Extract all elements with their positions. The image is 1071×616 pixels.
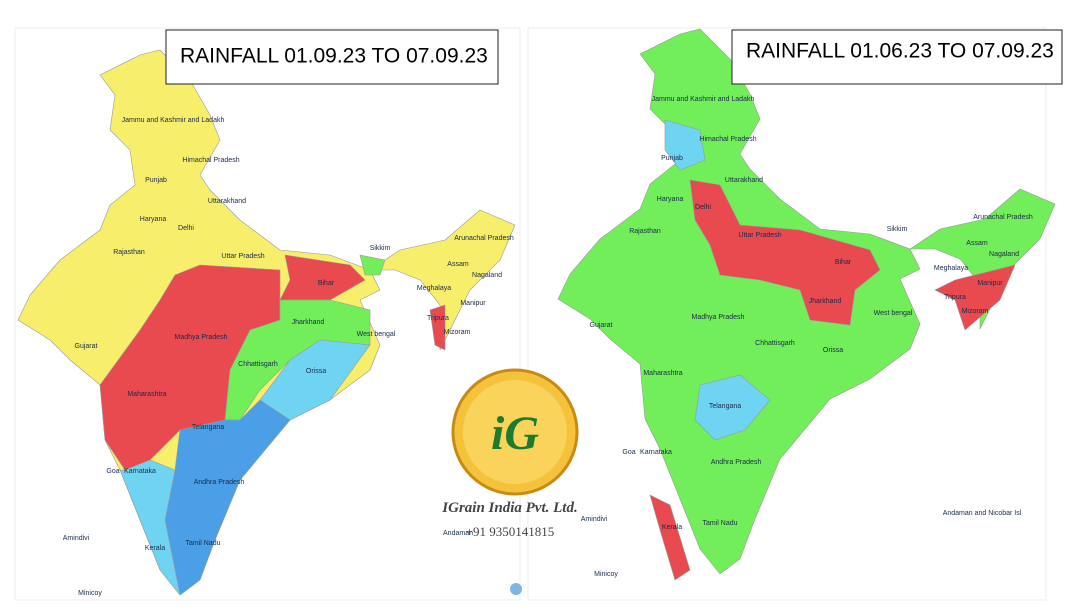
state-label: Uttar Pradesh — [221, 253, 264, 260]
state-label: Haryana — [657, 196, 684, 203]
state-label: Goa — [106, 468, 119, 475]
state-label: Chhattisgarh — [755, 340, 795, 347]
title-box — [165, 29, 499, 85]
state-label: Uttarakhand — [208, 198, 246, 205]
state-label: Andaman and Nicobar Isl — [943, 510, 1022, 517]
state-label: Kerala — [662, 524, 682, 531]
right-map — [557, 28, 1056, 581]
state-label: Minicoy — [78, 590, 102, 597]
state-label: Amindivi — [63, 535, 90, 542]
state-label: Madhya Pradesh — [692, 314, 745, 321]
phone: +91 9350141815 — [466, 524, 555, 539]
state-label: Mizoram — [444, 329, 471, 336]
state-label: Gujarat — [75, 343, 98, 350]
state-label: Jharkhand — [292, 319, 325, 326]
left-map — [17, 49, 516, 596]
title-box — [731, 29, 1063, 85]
state-label: Bihar — [835, 259, 852, 266]
state-label: Delhi — [178, 225, 194, 232]
state-label: West bengal — [357, 331, 396, 338]
state-label: Uttar Pradesh — [738, 232, 781, 239]
state-label: Jammu and Kashmir and Ladakh — [122, 117, 225, 124]
state-label: Assam — [966, 240, 988, 247]
state-label: Uttarakhand — [725, 177, 763, 184]
state-label: Delhi — [695, 204, 711, 211]
state-label: Assam — [447, 261, 469, 268]
state-label: Meghalaya — [934, 265, 968, 272]
state-label: Mizoram — [962, 308, 989, 315]
state-label: Tamil Nadu — [185, 540, 220, 547]
state-label: Jammu and Kashmir and Ladakh — [652, 96, 755, 103]
company-name: IGrain India Pvt. Ltd. — [441, 500, 577, 516]
state-label: Arunachal Pradesh — [454, 235, 514, 242]
state-label: Nagaland — [989, 251, 1019, 258]
state-label: Telangana — [192, 424, 224, 431]
map-title: RAINFALL 01.06.23 TO 07.09.23 — [746, 40, 1054, 63]
state-label: Gujarat — [590, 322, 613, 329]
state-label: Amindivi — [581, 516, 608, 523]
state-label: Sikkim — [370, 245, 391, 252]
state-label: Maharashtra — [127, 391, 166, 398]
state-label: Jharkhand — [809, 298, 842, 305]
state-label: Maharashtra — [643, 370, 682, 377]
state-label: Goa — [622, 449, 635, 456]
state-label: Madhya Pradesh — [175, 334, 228, 341]
state-label: Tamil Nadu — [702, 520, 737, 527]
state-label: Rajasthan — [113, 249, 145, 256]
state-label: Sikkim — [887, 226, 908, 233]
logo-mark: iG — [491, 407, 539, 460]
state-label: Andaman — [443, 530, 473, 537]
state-label: Manipur — [977, 280, 1003, 287]
state-label: Punjab — [661, 155, 683, 162]
state-label: Chhattisgarh — [238, 361, 278, 368]
state-label: Haryana — [140, 216, 167, 223]
state-label: Nagaland — [472, 272, 502, 279]
state-label: Karnataka — [124, 468, 156, 475]
state-label: Arunachal Pradesh — [973, 214, 1033, 221]
state-label: Telangana — [709, 403, 741, 410]
state-label: Andhra Pradesh — [194, 479, 245, 486]
state-label: Meghalaya — [417, 285, 451, 292]
state-label: West bengal — [874, 310, 913, 317]
state-label: Manipur — [460, 300, 486, 307]
logo: iG IGrain India Pvt. Ltd. +91 9350141815 — [441, 368, 579, 539]
state-label: Orissa — [823, 347, 843, 354]
state-label: Himachal Pradesh — [182, 157, 239, 164]
state-label: Karnataka — [640, 449, 672, 456]
state-label: Orissa — [306, 368, 326, 375]
state-label: Kerala — [145, 545, 165, 552]
state-label: Minicoy — [594, 571, 618, 578]
map-button[interactable] — [510, 583, 522, 595]
state-label: Himachal Pradesh — [699, 136, 756, 143]
state-label: Punjab — [145, 177, 167, 184]
state-label: Tripura — [944, 294, 966, 301]
state-label: Rajasthan — [629, 228, 661, 235]
state-label: Bihar — [318, 280, 335, 287]
map-title: RAINFALL 01.09.23 TO 07.09.23 — [180, 45, 488, 68]
state-label: Tripura — [427, 315, 449, 322]
state-label: Andhra Pradesh — [711, 459, 762, 466]
